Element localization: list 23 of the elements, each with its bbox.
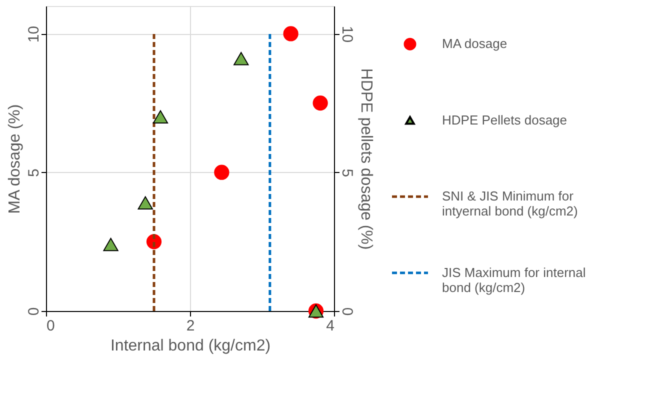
point xyxy=(234,52,249,66)
y-tick-label: 5 xyxy=(26,168,42,178)
point xyxy=(283,26,298,42)
point xyxy=(138,196,153,210)
point xyxy=(152,110,168,124)
x-tick-label: 2 xyxy=(186,318,195,334)
point xyxy=(312,95,328,111)
y2-tick-label: 0 xyxy=(338,307,356,316)
x-axis-title: Internal bond (kg/cm2) xyxy=(110,338,271,354)
x-tick-label: 0 xyxy=(46,318,55,334)
legend-label: JIS Maximum for internal bond (kg/cm2) xyxy=(442,264,586,295)
legend-label: HDPE Pellets dosage xyxy=(442,112,568,128)
x-tick-label: 4 xyxy=(326,318,334,334)
y2-tick-label: 5 xyxy=(338,168,356,178)
y-axis-title: MA dosage (%) xyxy=(6,104,24,214)
point xyxy=(103,238,118,252)
y-tick-label: 0 xyxy=(26,307,42,316)
y-tick-label: 10 xyxy=(26,26,42,43)
y2-axis-title: HDPE pellets dosage (%) xyxy=(358,68,374,250)
legend-label: SNI & JIS Minimum for intyernal bond (kg/cm2) xyxy=(442,188,578,219)
y2-tick-label: 10 xyxy=(338,26,356,43)
legend-label: MA dosage xyxy=(442,36,508,52)
point xyxy=(214,164,230,180)
